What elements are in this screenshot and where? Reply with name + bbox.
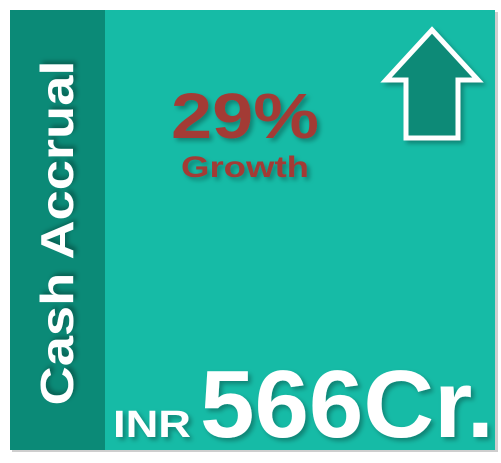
growth-label: Growth: [181, 151, 309, 184]
growth-value: 29%: [171, 80, 319, 152]
amount-currency: INR: [113, 404, 191, 446]
sidebar-label: Cash Accrual: [31, 61, 83, 406]
up-arrow: [380, 26, 484, 141]
sidebar: [10, 10, 105, 450]
amount-value: 566Cr.: [200, 351, 494, 458]
